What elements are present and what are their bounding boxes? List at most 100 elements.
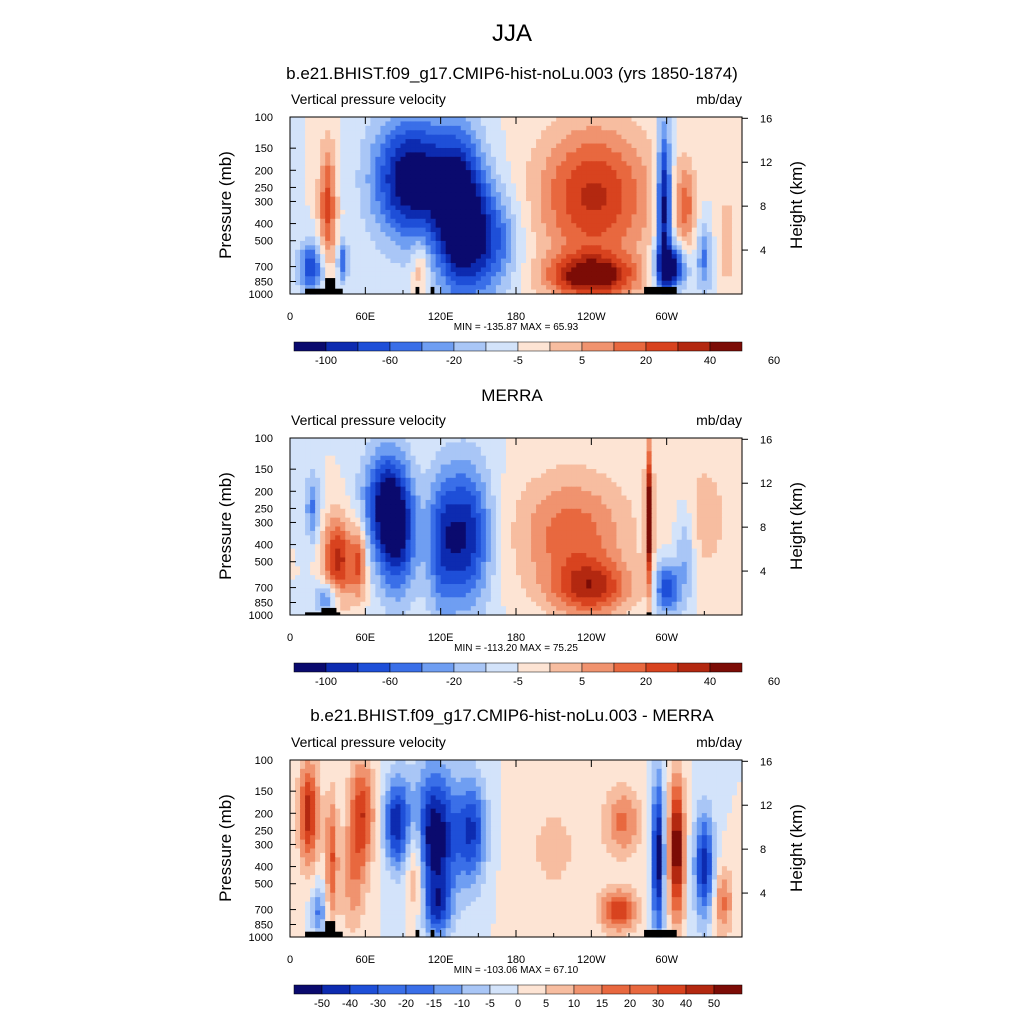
heatmap-cell: [330, 121, 336, 127]
land-mask: [430, 286, 435, 294]
heatmap-cell: [531, 192, 537, 198]
heatmap-cell: [651, 161, 658, 167]
heatmap-cell: [475, 156, 482, 162]
heatmap-cell: [531, 130, 537, 136]
heatmap-cell: [380, 161, 387, 167]
heatmap-cell: [360, 446, 366, 452]
heatmap-cell: [500, 258, 507, 264]
heatmap-cell: [566, 165, 572, 171]
heatmap-cell: [455, 258, 462, 264]
heatmap-cell: [325, 165, 331, 171]
heatmap-cell: [536, 117, 542, 123]
heatmap-cell: [500, 121, 507, 127]
heatmap-cell: [410, 285, 417, 291]
land-mask: [305, 288, 343, 294]
heatmap-cell: [571, 473, 577, 479]
heatmap-cell: [711, 174, 718, 180]
heatmap-cell: [450, 218, 457, 224]
heatmap-cell: [551, 218, 557, 224]
heatmap-cell: [611, 130, 618, 136]
heatmap-cell: [400, 187, 407, 193]
heatmap-cell: [616, 236, 623, 242]
heatmap-cell: [596, 147, 602, 153]
heatmap-cell: [315, 161, 321, 167]
heatmap-cell: [440, 276, 447, 282]
heatmap-cell: [375, 495, 381, 501]
heatmap-cell: [505, 455, 512, 461]
heatmap-cell: [581, 170, 587, 176]
heatmap-cell: [636, 245, 643, 251]
heatmap-cell: [510, 139, 517, 145]
heatmap-cell: [500, 254, 507, 260]
heatmap-cell: [531, 455, 537, 461]
heatmap-cell: [495, 468, 502, 474]
heatmap-cell: [711, 451, 718, 457]
heatmap-cell: [616, 473, 623, 479]
heatmap-cell: [420, 254, 427, 260]
heatmap-cell: [425, 143, 432, 149]
heatmap-cell: [395, 468, 402, 474]
heatmap-cell: [676, 130, 683, 136]
heatmap-cell: [425, 495, 432, 501]
heatmap-cell: [536, 258, 542, 264]
heatmap-cell: [626, 161, 633, 167]
heatmap-cell: [691, 227, 698, 233]
heatmap-cell: [646, 468, 653, 474]
heatmap-cell: [335, 271, 341, 277]
heatmap-cell: [591, 218, 597, 224]
heatmap-cell: [546, 178, 552, 184]
heatmap-cell: [586, 491, 592, 497]
heatmap-cell: [485, 482, 492, 488]
heatmap-cell: [526, 438, 532, 444]
heatmap-cell: [290, 285, 296, 291]
heatmap-cell: [485, 139, 492, 145]
heatmap-cell: [596, 214, 602, 220]
heatmap-cell: [546, 240, 552, 246]
heatmap-cell: [561, 289, 567, 295]
heatmap-cell: [495, 130, 502, 136]
heatmap-cell: [616, 121, 623, 127]
heatmap-cell: [470, 156, 477, 162]
heatmap-cell: [410, 249, 417, 255]
heatmap-cell: [435, 183, 442, 189]
heatmap-cell: [300, 455, 306, 461]
heatmap-cell: [696, 117, 703, 123]
heatmap-cell: [721, 254, 728, 260]
heatmap-cell: [596, 477, 602, 483]
heatmap-cell: [435, 152, 442, 158]
heatmap-cell: [430, 271, 437, 277]
heatmap-cell: [405, 495, 412, 501]
heatmap-cell: [551, 491, 557, 497]
heatmap-cell: [646, 196, 653, 202]
heatmap-cell: [305, 152, 311, 158]
heatmap-cell: [475, 271, 482, 277]
heatmap-cell: [666, 468, 673, 474]
heatmap-cell: [390, 486, 397, 492]
heatmap-cell: [415, 486, 422, 492]
heatmap-cell: [681, 495, 688, 501]
heatmap-cell: [435, 209, 442, 215]
heatmap-cell: [581, 214, 587, 220]
heatmap-cell: [410, 218, 417, 224]
heatmap-cell: [516, 486, 522, 492]
heatmap-cell: [450, 280, 457, 286]
heatmap-cell: [541, 232, 547, 238]
heatmap-cell: [706, 473, 713, 479]
heatmap-cell: [430, 161, 437, 167]
heatmap-cell: [425, 289, 432, 295]
heatmap-cell: [661, 165, 668, 171]
heatmap-cell: [365, 201, 371, 207]
heatmap-cell: [721, 468, 728, 474]
heatmap-cell: [621, 451, 628, 457]
heatmap-cell: [636, 174, 643, 180]
heatmap-cell: [711, 254, 718, 260]
heatmap-cell: [576, 209, 582, 215]
heatmap-cell: [380, 249, 387, 255]
heatmap-cell: [395, 495, 402, 501]
heatmap-cell: [691, 143, 698, 149]
heatmap-cell: [601, 183, 607, 189]
heatmap-cell: [505, 240, 512, 246]
heatmap-cell: [310, 165, 316, 171]
heatmap-cell: [410, 438, 417, 444]
heatmap-cell: [410, 442, 417, 448]
